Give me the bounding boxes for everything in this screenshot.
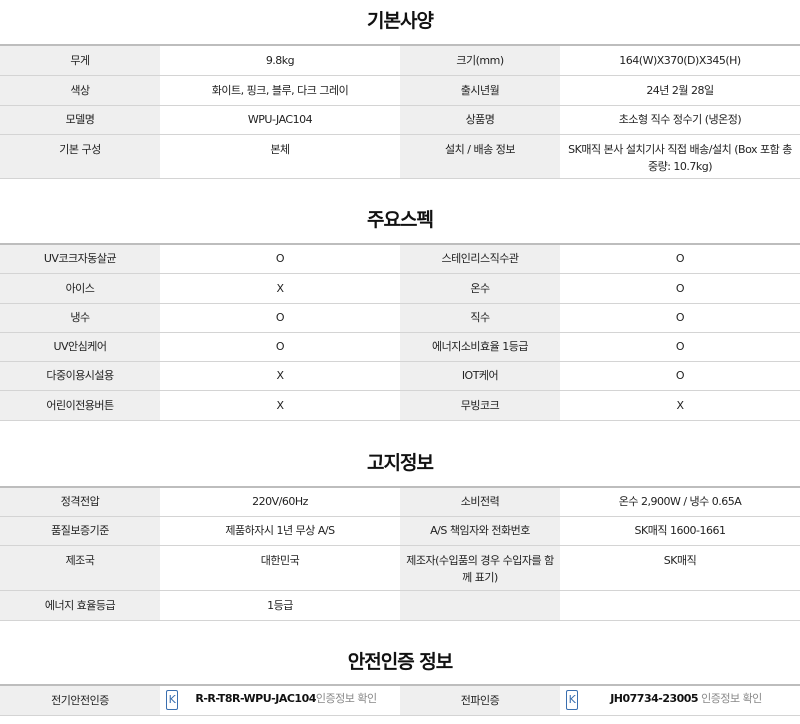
table-row: 어린이전용버튼 X 무빙코크 X (0, 390, 800, 421)
notice-table: 정격전압 220V/60Hz 소비전력 온수 2,900W / 냉수 0.65A 품질보… (0, 486, 800, 621)
spec-value: WPU-JAC104 (160, 105, 400, 135)
kc-mark-icon: K (166, 690, 178, 711)
spec-value: 초소형 직수 정수기 (냉온정) (560, 105, 800, 135)
section-title-main-spec: 주요스펙 (367, 209, 434, 231)
spec-label (400, 590, 560, 621)
cert-value-electric[interactable]: K R-R-T8R-WPU-JAC104인증정보 확인 (160, 685, 400, 716)
table-row: 무게 9.8kg 크기(mm) 164(W)X370(D)X345(H) (0, 45, 800, 76)
spec-value: O (160, 303, 400, 333)
spec-label: 출시년월 (400, 75, 560, 106)
kc-mark-icon: K (566, 690, 578, 711)
section-title-notice: 고지정보 (367, 452, 434, 474)
spec-value: O (560, 273, 800, 304)
table-row: 아이스 X 온수 O (0, 273, 800, 304)
table-row: 제조국 대한민국 제조자(수입품의 경우 수입자를 함께 표기) SK매직 (0, 545, 800, 591)
spec-label: 제조국 (0, 545, 160, 591)
spec-label: 에너지 효율등급 (0, 590, 160, 621)
spec-value: X (160, 361, 400, 391)
spec-value: 대한민국 (160, 545, 400, 591)
main-spec-table: UV코크자동살균 O 스테인리스직수관 O 아이스 X 온수 O 냉수 O 직수 O UV안심케어 O 에너… (0, 243, 800, 421)
spec-value: 1등급 (160, 590, 400, 621)
spec-label: 온수 (400, 273, 560, 304)
spec-label: 품질보증기준 (0, 516, 160, 546)
spec-value (560, 590, 800, 621)
table-row: 기본 구성 본체 설치 / 배송 정보 SK매직 본사 설치기사 직접 배송/설치 (… (0, 134, 800, 179)
spec-label: 에너지소비효율 1등급 (400, 332, 560, 362)
spec-value: 24년 2월 28일 (560, 75, 800, 106)
cert-code-radio: JH07734-23005 (610, 692, 699, 706)
spec-label: UV안심케어 (0, 332, 160, 362)
table-row: 품질보증기준 제품하자시 1년 무상 A/S A/S 책임자와 전화번호 SK매직 1… (0, 516, 800, 546)
spec-value: 220V/60Hz (160, 487, 400, 517)
spec-value: 9.8kg (160, 45, 400, 76)
spec-value: 본체 (160, 134, 400, 179)
basic-spec-table: 무게 9.8kg 크기(mm) 164(W)X370(D)X345(H) 색상 화이트, … (0, 44, 800, 179)
table-row: 색상 화이트, 핑크, 블루, 다크 그레이 출시년월 24년 2월 28일 (0, 75, 800, 106)
spec-value: 화이트, 핑크, 블루, 다크 그레이 (160, 75, 400, 106)
spec-value: X (560, 390, 800, 421)
cert-link-radio[interactable]: 인증정보 확인 (698, 692, 762, 706)
spec-value: O (560, 332, 800, 362)
spec-label: UV코크자동살균 (0, 244, 160, 274)
table-row: 모델명 WPU-JAC104 상품명 초소형 직수 정수기 (냉온정) (0, 105, 800, 135)
cert-label-electric: 전기안전인증 (0, 685, 160, 716)
certification-table: 전기안전인증 K R-R-T8R-WPU-JAC104인증정보 확인 전파인증 … (0, 684, 800, 716)
section-title-basic: 기본사양 (367, 10, 434, 32)
cert-code-electric: R-R-T8R-WPU-JAC104 (195, 692, 316, 706)
spec-value: O (160, 244, 400, 274)
spec-label: A/S 책임자와 전화번호 (400, 516, 560, 546)
spec-label: 스테인리스직수관 (400, 244, 560, 274)
spec-label: 색상 (0, 75, 160, 106)
spec-label: 냉수 (0, 303, 160, 333)
spec-value: SK매직 1600-1661 (560, 516, 800, 546)
spec-value: 164(W)X370(D)X345(H) (560, 45, 800, 76)
spec-value: SK매직 (560, 545, 800, 591)
spec-value: SK매직 본사 설치기사 직접 배송/설치 (Box 포함 총중량: 10.7k… (560, 134, 800, 179)
table-row: 전기안전인증 K R-R-T8R-WPU-JAC104인증정보 확인 전파인증 … (0, 685, 800, 716)
spec-value: O (560, 303, 800, 333)
table-row: 냉수 O 직수 O (0, 303, 800, 333)
table-row: 정격전압 220V/60Hz 소비전력 온수 2,900W / 냉수 0.65A (0, 487, 800, 517)
table-row: UV안심케어 O 에너지소비효율 1등급 O (0, 332, 800, 362)
spec-value: X (160, 390, 400, 421)
spec-label: 무게 (0, 45, 160, 76)
cert-label-radio: 전파인증 (400, 685, 560, 716)
spec-label: 소비전력 (400, 487, 560, 517)
spec-label: 기본 구성 (0, 134, 160, 179)
spec-value: O (560, 244, 800, 274)
spec-label: 직수 (400, 303, 560, 333)
spec-label: 크기(mm) (400, 45, 560, 76)
spec-label: 무빙코크 (400, 390, 560, 421)
spec-label: 어린이전용버튼 (0, 390, 160, 421)
cert-link-electric[interactable]: 인증정보 확인 (315, 692, 377, 706)
spec-value: 온수 2,900W / 냉수 0.65A (560, 487, 800, 517)
spec-value: 제품하자시 1년 무상 A/S (160, 516, 400, 546)
cert-value-radio[interactable]: K JH07734-23005 인증정보 확인 (560, 685, 800, 716)
table-row: UV코크자동살균 O 스테인리스직수관 O (0, 244, 800, 274)
spec-value: O (560, 361, 800, 391)
spec-label: 제조자(수입품의 경우 수입자를 함께 표기) (400, 545, 560, 591)
spec-label: 아이스 (0, 273, 160, 304)
spec-label: 모델명 (0, 105, 160, 135)
spec-label: 상품명 (400, 105, 560, 135)
spec-label: 설치 / 배송 정보 (400, 134, 560, 179)
spec-label: 정격전압 (0, 487, 160, 517)
spec-value: O (160, 332, 400, 362)
spec-value: X (160, 273, 400, 304)
spec-label: 다중이용시설용 (0, 361, 160, 391)
section-title-certification: 안전인증 정보 (347, 651, 454, 673)
table-row: 에너지 효율등급 1등급 (0, 590, 800, 621)
spec-label: IOT케어 (400, 361, 560, 391)
table-row: 다중이용시설용 X IOT케어 O (0, 361, 800, 391)
